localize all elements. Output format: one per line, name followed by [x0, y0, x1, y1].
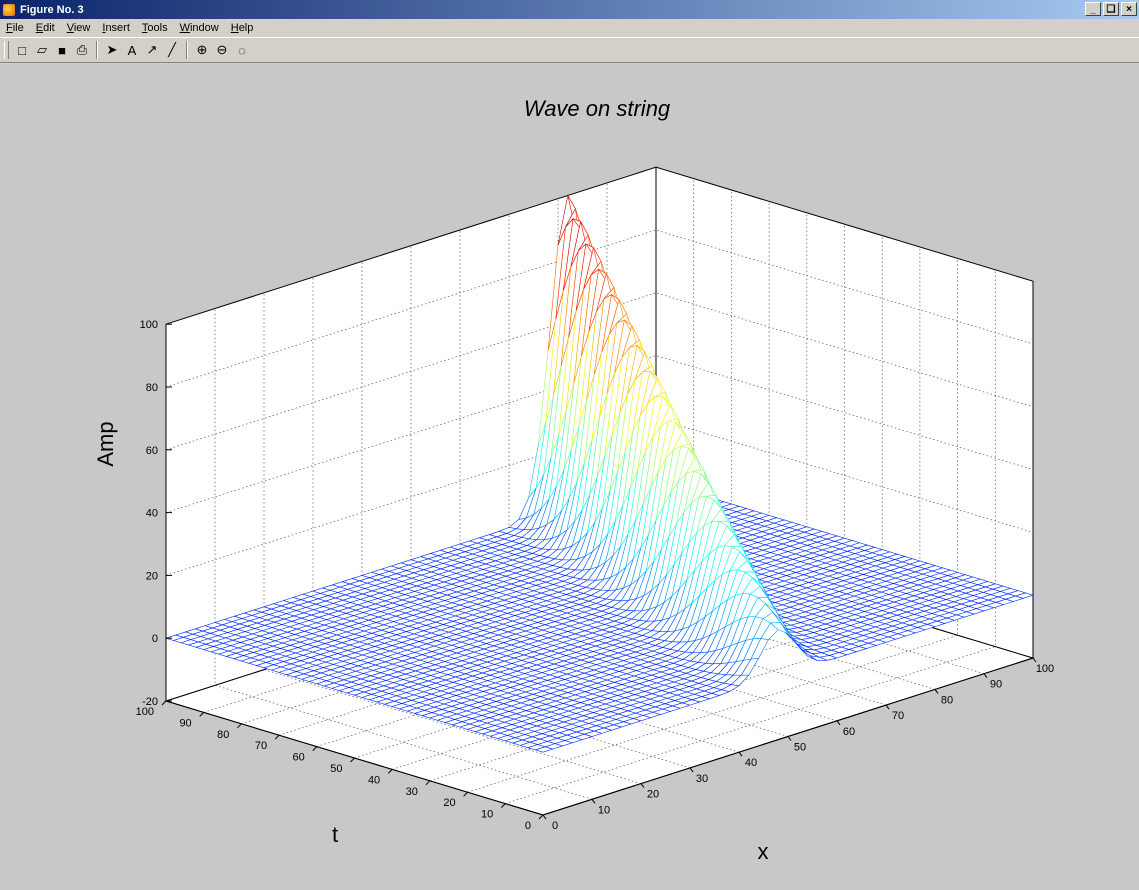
- grid-line-x: [312, 277, 691, 769]
- t-tick: [500, 803, 506, 808]
- t-tick-label: 30: [406, 786, 418, 798]
- amp-tick-label: 80: [146, 382, 158, 394]
- x-tick: [885, 704, 890, 710]
- grid-line-amp: [165, 418, 1034, 576]
- figure-toolbar: □ ▱ ■ ⎙ ➤ A ↗ ╱ ⊕ ⊖ ◌: [0, 37, 1139, 63]
- menu-help[interactable]: Help: [230, 22, 254, 34]
- x-tick: [1032, 657, 1037, 663]
- matlab-icon: [3, 3, 15, 16]
- restore-button[interactable]: ❑: [1103, 2, 1119, 16]
- menu-view[interactable]: View: [66, 22, 91, 34]
- surface-mesh: [164, 194, 1035, 753]
- toolbar-grip[interactable]: [4, 41, 9, 59]
- x-tick: [983, 673, 988, 679]
- menu-tools[interactable]: Tools: [141, 22, 168, 34]
- t-tick: [161, 700, 167, 706]
- grid-line-amp: [165, 292, 1034, 451]
- x-tick: [640, 783, 645, 788]
- new-figure-icon[interactable]: □: [18, 42, 26, 58]
- toolbar-separator: [186, 41, 188, 59]
- print-icon[interactable]: ⎙: [76, 42, 88, 57]
- x-tick-label: 100: [1036, 663, 1054, 675]
- x-tick-label: 80: [941, 694, 953, 706]
- x-tick-label: 30: [696, 773, 708, 785]
- zoom-out-icon[interactable]: ⊖: [216, 42, 228, 57]
- x-tick: [689, 767, 694, 773]
- t-tick: [350, 757, 355, 763]
- t-tick: [538, 814, 544, 820]
- x-tick-label: 90: [990, 679, 1002, 691]
- t-tick-label: 70: [255, 740, 267, 752]
- title-bar: Figure No. 3 _ ❑ ×: [0, 0, 1139, 19]
- x-tick: [542, 814, 547, 820]
- select-arrow-icon[interactable]: ➤: [106, 42, 118, 57]
- x-tick-label: 20: [647, 789, 659, 801]
- amp-tick-label: 0: [152, 633, 158, 645]
- x-tick: [787, 736, 792, 741]
- amp-tick-label: 40: [146, 508, 158, 520]
- tick-labels: -20 0 20 40 60 80 100 0 10 20 30 40 50 60 70 80 90 100 0 10…: [136, 319, 1055, 832]
- amp-tick-label: 100: [140, 319, 158, 331]
- figure-area: -20 0 20 40 60 80 100 0 10 20 30 40 50 60 70 80 90 100 0 10…: [0, 64, 1139, 890]
- t-tick: [425, 780, 431, 786]
- mesh-cell: [1014, 592, 1035, 599]
- menu-bar: File Edit View Insert Tools Window Help: [0, 19, 1139, 37]
- amp-tick-label: 20: [146, 570, 158, 582]
- t-tick-label: 60: [293, 752, 305, 764]
- t-tick-label: 90: [179, 717, 191, 729]
- menu-edit[interactable]: Edit: [35, 22, 55, 34]
- save-icon[interactable]: ■: [58, 42, 66, 58]
- amp-tick-label: 60: [146, 445, 158, 457]
- grid-line-x: [214, 308, 593, 800]
- menu-window[interactable]: Window: [179, 22, 219, 34]
- insert-arrow-icon[interactable]: ↗: [146, 42, 158, 57]
- minimize-button[interactable]: _: [1085, 2, 1101, 16]
- x-tick-label: 10: [598, 804, 610, 816]
- t-tick: [199, 712, 205, 717]
- insert-text-icon[interactable]: A: [127, 42, 137, 58]
- t-tick-label: 0: [525, 820, 531, 832]
- t-tick-label: 10: [481, 809, 493, 821]
- toolbar-separator: [96, 41, 98, 59]
- t-tick: [274, 734, 280, 740]
- x-tick-label: 60: [843, 726, 855, 738]
- t-tick-label: 100: [136, 706, 154, 718]
- amp-tick-label: -20: [142, 696, 158, 708]
- x-tick: [738, 751, 743, 757]
- close-button[interactable]: ×: [1121, 2, 1137, 16]
- x-tick: [836, 720, 841, 726]
- t-tick-label: 20: [443, 797, 455, 809]
- insert-line-icon[interactable]: ╱: [168, 42, 176, 57]
- grid-line-x: [263, 292, 642, 784]
- zoom-in-icon[interactable]: ⊕: [196, 42, 208, 57]
- window-controls: _ ❑ ×: [1085, 2, 1137, 16]
- x-tick-label: 50: [794, 742, 806, 754]
- x-tick: [591, 798, 596, 804]
- t-axis-label: t: [332, 822, 338, 847]
- rotate-3d-icon[interactable]: ◌: [238, 42, 246, 58]
- x-tick-label: 70: [892, 710, 904, 722]
- t-tick-label: 80: [217, 729, 229, 741]
- grid-line-amp: [165, 355, 1034, 513]
- t-tick-label: 50: [330, 763, 342, 775]
- amp-axis-label: Amp: [93, 421, 118, 466]
- t-tick-label: 40: [368, 774, 380, 786]
- menu-insert[interactable]: Insert: [102, 22, 130, 34]
- x-axis-label: x: [758, 839, 769, 864]
- grid-line-x: [361, 261, 740, 753]
- window-title: Figure No. 3: [20, 3, 84, 16]
- x-tick: [934, 689, 939, 694]
- surface-plot[interactable]: -20 0 20 40 60 80 100 0 10 20 30 40 50 60 70 80 90 100 0 10…: [0, 64, 1139, 890]
- menu-file[interactable]: File: [6, 22, 24, 34]
- t-tick: [463, 791, 468, 797]
- open-icon[interactable]: ▱: [37, 42, 47, 57]
- grid-line-amp: [165, 229, 1034, 388]
- t-tick: [312, 746, 318, 751]
- plot-title: Wave on string: [524, 96, 671, 121]
- t-tick: [387, 769, 393, 774]
- x-tick-label: 0: [552, 820, 558, 832]
- t-tick: [237, 723, 242, 729]
- x-tick-label: 40: [745, 757, 757, 769]
